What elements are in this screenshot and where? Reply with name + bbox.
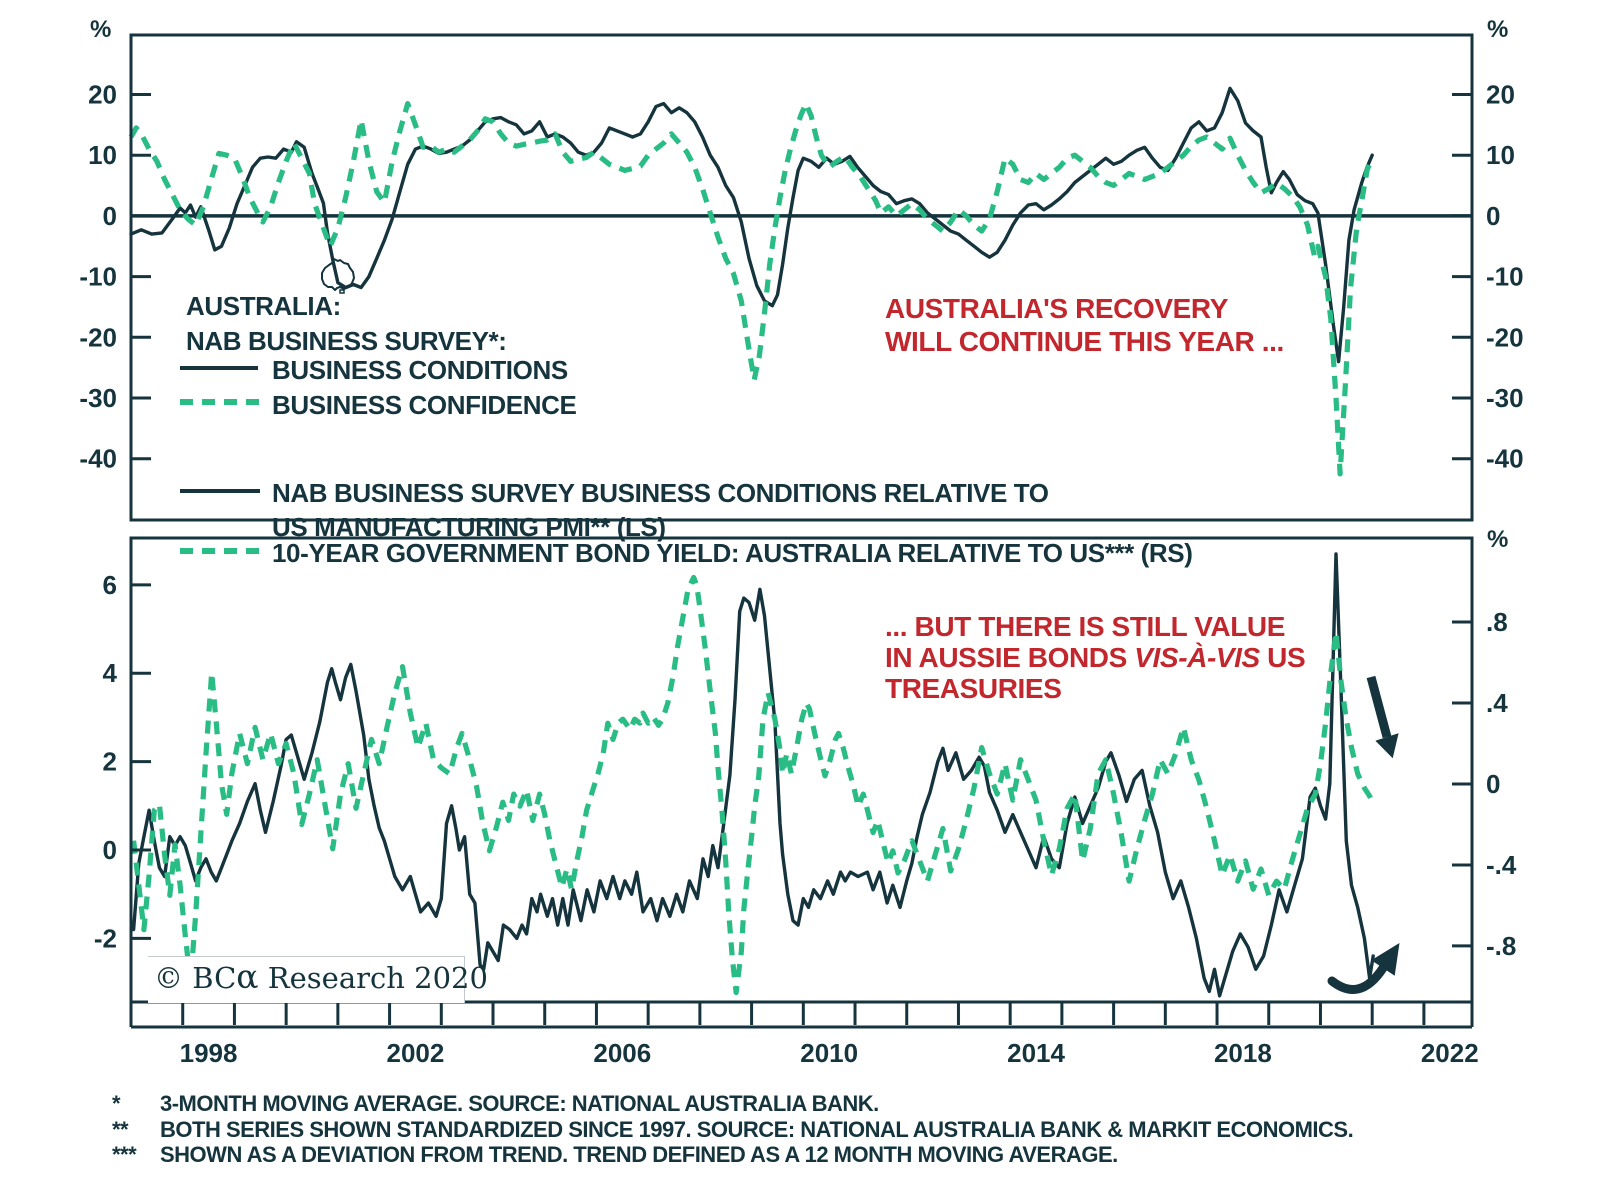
bottom-left-tick-label: 4 <box>103 658 118 688</box>
bond-yield-swatch <box>180 548 260 554</box>
bond-yield-deviation-line <box>131 574 1376 996</box>
top-right-tick-label: 10 <box>1486 140 1515 170</box>
bottom-right-axis-unit: % <box>1487 526 1508 553</box>
annotation-bonds-line3: TREASURIES <box>885 673 1062 704</box>
legend-bond-yield: 10-YEAR GOVERNMENT BOND YIELD: AUSTRALIA… <box>272 538 1193 568</box>
confidence-line-swatch <box>180 399 260 405</box>
top-left-tick-label: 20 <box>88 79 117 109</box>
top-left-tick-label: 10 <box>88 140 117 170</box>
year-label: 2022 <box>1421 1038 1479 1068</box>
footnote-1-marker: * <box>112 1091 121 1116</box>
annotation-bonds-line2: IN AUSSIE BONDS VIS-À-VIS US <box>885 642 1306 674</box>
bottom-panel-border <box>129 536 1474 1004</box>
top-right-tick-label: -20 <box>1486 322 1524 352</box>
legend-label-conditions: BUSINESS CONDITIONS <box>272 355 568 385</box>
footnote-1-text: 3-MONTH MOVING AVERAGE. SOURCE: NATIONAL… <box>160 1091 879 1116</box>
bottom-left-tick-label: 6 <box>103 570 117 600</box>
relative-conditions-line <box>131 552 1375 998</box>
recovery-arrow-head <box>1371 943 1400 976</box>
annotation-recovery-line1: AUSTRALIA'S RECOVERY <box>885 293 1228 324</box>
annotation-bonds-line1: ... BUT THERE IS STILL VALUE <box>885 611 1286 642</box>
bonds-line2-italic: VIS-À-VIS <box>1134 642 1260 673</box>
top-left-tick-label: -40 <box>79 444 117 474</box>
bonds-line2-post: US <box>1259 642 1306 673</box>
legend-relative-conditions-line1: NAB BUSINESS SURVEY BUSINESS CONDITIONS … <box>272 478 1049 508</box>
bca-alpha-glyph: α <box>236 957 259 996</box>
bottom-left-tick-label: 2 <box>103 747 117 777</box>
year-label: 2002 <box>387 1038 445 1068</box>
footnote-3-text: SHOWN AS A DEVIATION FROM TREND. TREND D… <box>160 1142 1118 1167</box>
top-left-tick-label: -30 <box>79 383 117 413</box>
year-label: 2018 <box>1214 1038 1272 1068</box>
top-left-tick-label: -20 <box>79 322 117 352</box>
business-confidence-line <box>128 100 1375 477</box>
top-right-tick-label: 20 <box>1486 79 1515 109</box>
top-left-axis-unit: % <box>90 16 111 43</box>
annotation-recovery-line2: WILL CONTINUE THIS YEAR ... <box>885 326 1284 357</box>
year-label: 2010 <box>800 1038 858 1068</box>
legend-title-australia: AUSTRALIA: <box>186 291 341 321</box>
conditions-line-swatch <box>180 366 258 370</box>
australia-map-icon <box>321 258 355 294</box>
bottom-right-tick-label: 0 <box>1486 769 1500 799</box>
relative-conditions-swatch <box>180 489 260 493</box>
top-left-tick-label: 0 <box>103 201 117 231</box>
year-label: 2014 <box>1007 1038 1065 1068</box>
top-right-axis-unit: % <box>1487 16 1508 43</box>
bottom-right-tick-label: .8 <box>1486 607 1508 637</box>
recovery-arrow-curve <box>1327 963 1388 994</box>
bottom-left-tick-label: -2 <box>94 923 117 953</box>
down-arrow-shaft <box>1366 675 1392 739</box>
top-right-tick-label: -30 <box>1486 383 1524 413</box>
bottom-right-tick-label: -.4 <box>1486 850 1517 880</box>
year-label: 2006 <box>593 1038 651 1068</box>
legend-label-confidence: BUSINESS CONFIDENCE <box>272 390 577 420</box>
top-right-tick-label: 0 <box>1486 201 1500 231</box>
footnote-3-marker: *** <box>112 1142 137 1167</box>
bonds-line2-pre: IN AUSSIE BONDS <box>885 642 1135 673</box>
footnote-2-text: BOTH SERIES SHOWN STANDARDIZED SINCE 199… <box>160 1117 1354 1142</box>
legend-relative-conditions-line2: US MANUFACTURING PMI** (LS) <box>272 512 666 542</box>
year-label: 1998 <box>180 1038 238 1068</box>
top-right-tick-label: -10 <box>1486 262 1524 292</box>
footnote-2-marker: ** <box>112 1117 129 1142</box>
copyright-box: © BCα Research 2020 <box>148 956 488 1003</box>
top-right-tick-label: -40 <box>1486 444 1524 474</box>
bottom-right-tick-label: -.8 <box>1486 931 1516 961</box>
bottom-left-tick-label: 0 <box>103 835 117 865</box>
legend-title-nab-survey: NAB BUSINESS SURVEY*: <box>186 326 507 356</box>
bottom-right-tick-label: .4 <box>1486 688 1508 718</box>
copyright-text: © BCα Research 2020 <box>154 957 488 996</box>
down-arrow-head <box>1375 733 1399 759</box>
top-left-tick-label: -10 <box>79 262 117 292</box>
